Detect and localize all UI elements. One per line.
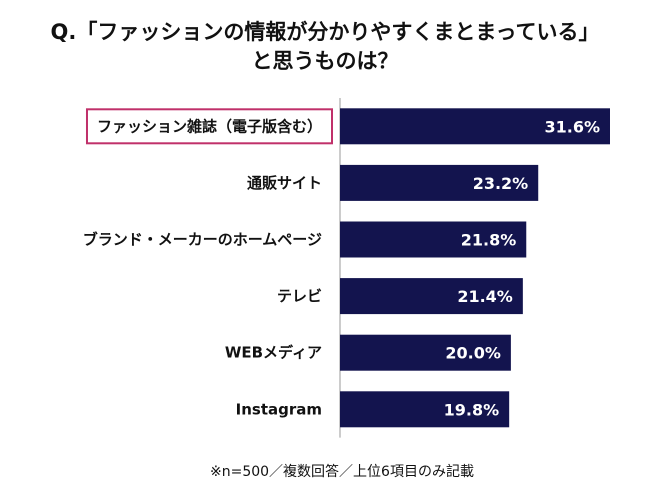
chart-title-line-1: Q.「ファッションの情報が分かりやすくまとまっている」 [50, 20, 600, 44]
bar-1 [340, 164, 539, 201]
category-label-1: 通販サイト [247, 174, 322, 192]
category-label-4: WEBメディア [225, 344, 322, 362]
footnote: ※n=500／複数回答／上位6項目のみ記載 [210, 464, 474, 480]
bar-3 [340, 278, 523, 315]
category-label-0: ファッション雑誌（電子版含む） [97, 117, 322, 135]
bar-value-label-0: 31.6% [544, 117, 600, 136]
category-label-2: ブランド・メーカーのホームページ [83, 231, 322, 249]
bar-value-label-1: 23.2% [473, 174, 529, 193]
category-label-5: Instagram [236, 400, 322, 418]
bar-4 [340, 334, 511, 371]
chart-title-line-2: と思うものは？ [251, 49, 399, 73]
bar-value-label-2: 21.8% [461, 231, 517, 250]
highlight-box [85, 108, 333, 145]
bar-2 [340, 221, 527, 258]
bar-0 [340, 108, 610, 145]
bar-5 [340, 391, 510, 428]
category-label-3: テレビ [277, 287, 322, 305]
bar-value-label-5: 19.8% [444, 400, 500, 419]
bar-value-label-3: 21.4% [457, 287, 513, 306]
bar-value-label-4: 20.0% [445, 344, 501, 363]
